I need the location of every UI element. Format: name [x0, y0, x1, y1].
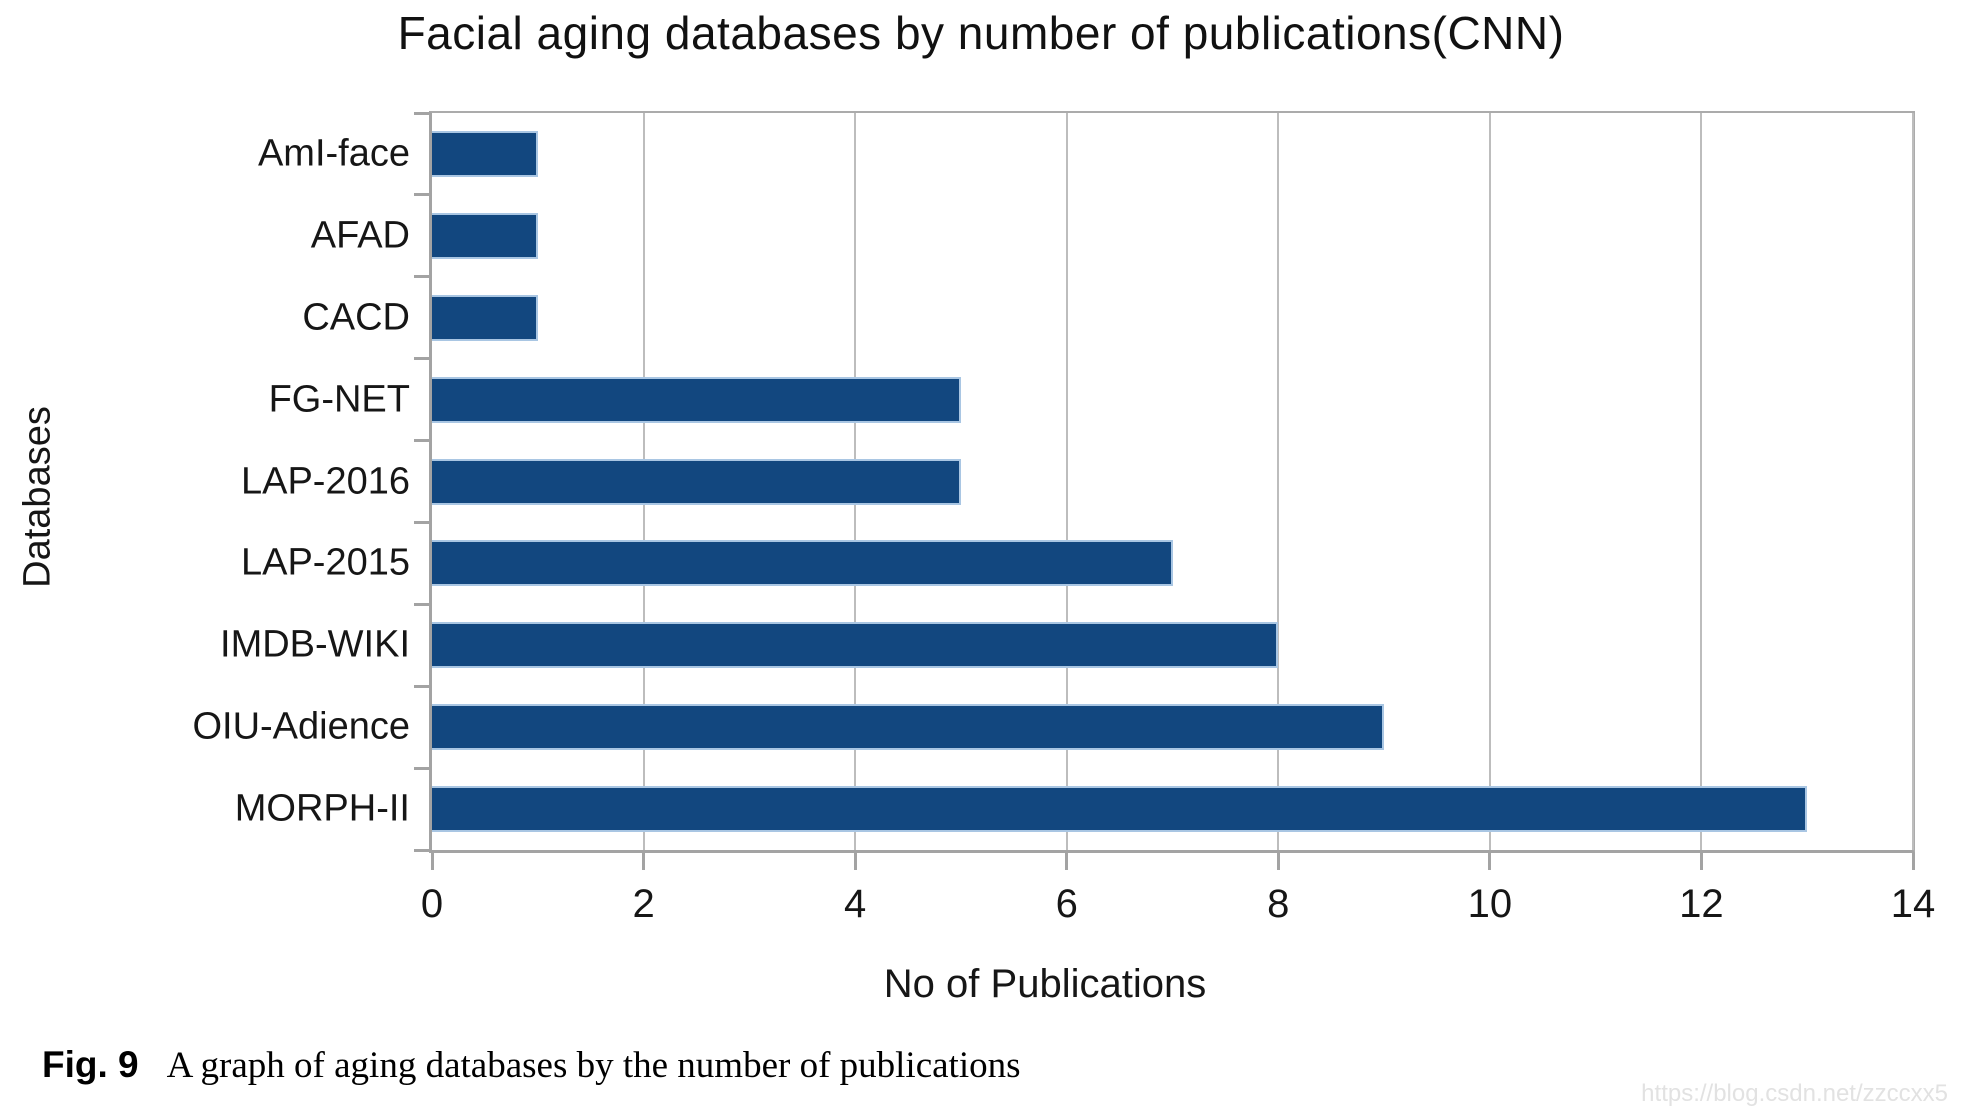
category-label: MORPH-II: [234, 787, 410, 830]
y-axis-tick: [414, 193, 429, 197]
x-axis-tick: [853, 853, 857, 870]
gridline-x-8: [1277, 113, 1280, 850]
x-axis-tick: [1699, 853, 1703, 870]
y-axis-tick: [414, 357, 429, 361]
x-tick-label: 14: [1890, 882, 1936, 926]
bar-oiu-adience: [432, 704, 1385, 751]
category-label: CACD: [302, 296, 410, 339]
gridline-x-12: [1700, 113, 1703, 850]
bar-afad: [432, 212, 538, 259]
x-tick-label: 12: [1679, 882, 1724, 926]
category-label: IMDB-WIKI: [220, 623, 410, 666]
category-label: AFAD: [310, 214, 410, 257]
bar-imdb-wiki: [432, 622, 1279, 669]
y-axis-tick: [414, 275, 429, 279]
bar-cacd: [432, 294, 538, 341]
category-label: LAP-2016: [240, 460, 410, 502]
caption-label: Fig. 9: [42, 1044, 139, 1085]
category-label: LAP-2015: [240, 541, 410, 584]
category-label: FG-NET: [268, 378, 410, 421]
x-axis-tick: [642, 853, 646, 870]
y-axis-tick: [414, 602, 429, 606]
caption-text: A graph of aging databases by the number…: [166, 1045, 1021, 1086]
x-axis-tick: [1065, 853, 1069, 870]
y-axis-tick: [414, 766, 429, 770]
category-label: OIU-Adience: [192, 705, 410, 748]
y-axis-title: Databases: [16, 406, 59, 588]
y-axis-tick: [414, 684, 429, 688]
gridline-x-6: [1065, 113, 1068, 850]
x-tick-label: 4: [844, 882, 867, 926]
bar-morph-ii: [432, 786, 1808, 833]
y-axis-tick: [414, 439, 429, 443]
bar-fg-net: [432, 376, 961, 423]
y-axis-tick: [414, 520, 429, 524]
x-tick-label: 8: [1267, 882, 1290, 926]
x-axis-title: No of Publications: [883, 962, 1207, 1006]
x-axis-tick: [1911, 853, 1915, 870]
plot-area: AmI-face AFAD CACD FG-NET LAP-2016 LAP-2015 IM…: [192, 111, 1935, 926]
x-axis-tick: [430, 853, 434, 870]
y-axis-tick: [414, 848, 429, 852]
x-tick-label: 10: [1467, 882, 1513, 926]
chart-title: Facial aging databases by number of publ…: [397, 7, 1565, 59]
x-tick-label: 0: [420, 882, 444, 926]
y-axis-tick: [414, 111, 429, 115]
watermark: https://blog.csdn.net/zzccxx5: [1641, 1080, 1948, 1107]
x-axis-tick: [1276, 853, 1280, 870]
gridline-x-14: [1912, 113, 1914, 850]
gridline-x-10: [1488, 113, 1491, 850]
x-axis-tick: [1488, 853, 1492, 870]
x-tick-label: 6: [1055, 882, 1078, 926]
figure-caption: Fig. 9 A graph of aging databases by the …: [42, 1044, 1021, 1087]
category-label: AmI-face: [257, 132, 410, 175]
bar-lap-2016: [432, 458, 961, 505]
bar-lap-2015: [432, 540, 1173, 587]
bar-ami-face: [432, 130, 538, 177]
x-tick-label: 2: [632, 882, 655, 926]
